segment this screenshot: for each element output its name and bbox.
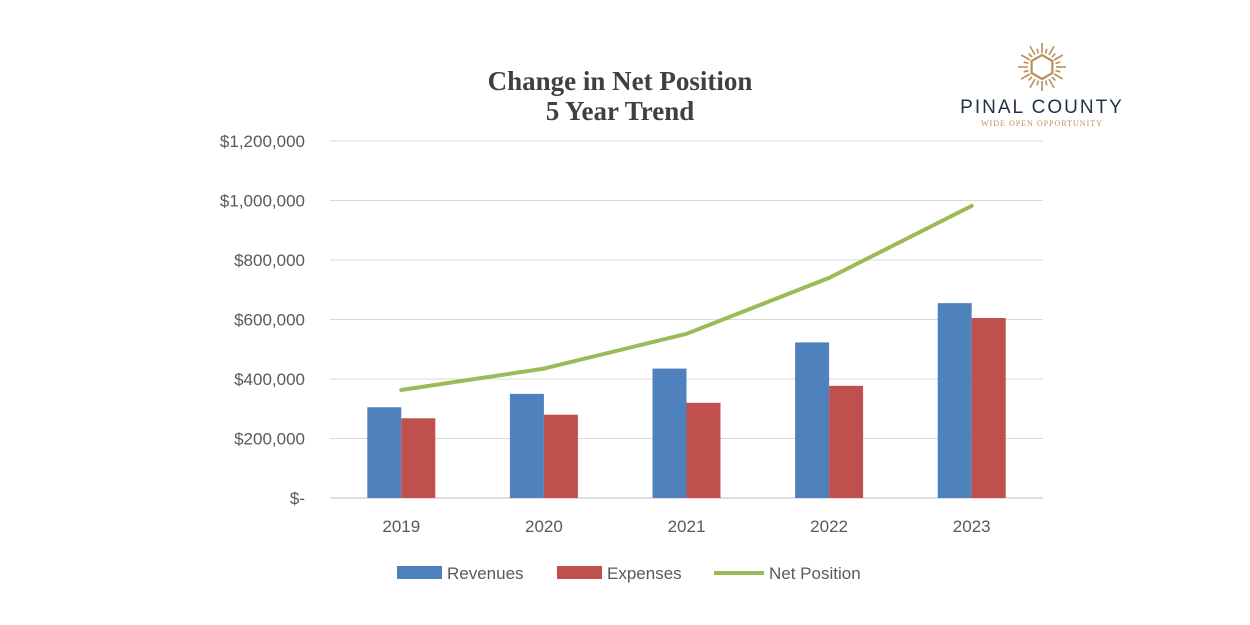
sun-ray xyxy=(1029,78,1036,89)
legend-label: Net Position xyxy=(769,564,861,583)
x-tick-label: 2020 xyxy=(525,517,563,536)
x-axis: 2019 2020 2021 2022 2023 xyxy=(382,517,990,536)
bars xyxy=(367,303,1006,498)
legend-swatch xyxy=(397,566,442,579)
bar-expenses-2019 xyxy=(401,418,436,498)
y-tick-label: $400,000 xyxy=(234,370,305,389)
bar-revenues-2020 xyxy=(509,393,544,498)
legend: Revenues Expenses Net Position xyxy=(397,564,861,583)
sun-ray xyxy=(1044,80,1048,86)
bar-expenses-2020 xyxy=(543,414,578,498)
legend-label: Expenses xyxy=(607,564,682,583)
x-tick-label: 2022 xyxy=(810,517,848,536)
y-tick-label: $1,200,000 xyxy=(220,132,305,151)
sun-ray xyxy=(1055,69,1061,73)
sun-ray xyxy=(1020,73,1031,80)
sun-ray xyxy=(1053,54,1064,61)
pinal-county-logo: PINAL COUNTY WIDE OPEN OPPORTUNITY xyxy=(960,43,1124,128)
y-axis: $- $200,000 $400,000 $600,000 $800,000 $1,000… xyxy=(220,132,305,508)
legend-item-revenues: Revenues xyxy=(397,564,524,583)
x-tick-label: 2019 xyxy=(382,517,420,536)
legend-swatch xyxy=(557,566,602,579)
net-position-line xyxy=(399,203,974,392)
x-tick-label: 2021 xyxy=(668,517,706,536)
sun-ray xyxy=(1055,61,1061,65)
bar-revenues-2022 xyxy=(795,342,830,498)
bar-expenses-2022 xyxy=(829,385,864,498)
series-line-net-position xyxy=(399,203,974,392)
bar-revenues-2021 xyxy=(652,368,687,498)
y-tick-label: $200,000 xyxy=(234,430,305,449)
chart-title-line-1: Change in Net Position xyxy=(488,66,753,96)
sun-ray xyxy=(1036,80,1040,86)
logo-tagline: WIDE OPEN OPPORTUNITY xyxy=(981,119,1103,128)
sun-ray xyxy=(1044,48,1048,54)
y-tick-label: $800,000 xyxy=(234,251,305,270)
bar-expenses-2021 xyxy=(686,402,721,498)
y-tick-label: $- xyxy=(290,489,305,508)
sun-ray xyxy=(1023,69,1029,73)
bar-expenses-2023 xyxy=(971,318,1006,498)
sun-ray xyxy=(1036,48,1040,54)
y-tick-label: $600,000 xyxy=(234,311,305,330)
bar-revenues-2019 xyxy=(367,407,402,498)
y-tick-label: $1,000,000 xyxy=(220,192,305,211)
legend-item-expenses: Expenses xyxy=(557,564,682,583)
sun-ray xyxy=(1051,76,1057,82)
sun-ray xyxy=(1027,76,1033,82)
sun-ray xyxy=(1053,73,1064,80)
legend-item-net-position: Net Position xyxy=(714,564,861,583)
x-tick-label: 2023 xyxy=(953,517,991,536)
logo-name: PINAL COUNTY xyxy=(960,97,1124,118)
sun-ray xyxy=(1048,45,1055,56)
sun-ray xyxy=(1023,61,1029,65)
sun-ray xyxy=(1051,52,1057,58)
sun-emblem-icon xyxy=(1018,43,1066,91)
sun-ray xyxy=(1029,45,1036,56)
sun-ray xyxy=(1027,52,1033,58)
chart-title-line-2: 5 Year Trend xyxy=(546,96,695,126)
sun-ray xyxy=(1020,54,1031,61)
sun-ray xyxy=(1048,78,1055,89)
bar-revenues-2023 xyxy=(937,303,972,498)
legend-label: Revenues xyxy=(447,564,524,583)
